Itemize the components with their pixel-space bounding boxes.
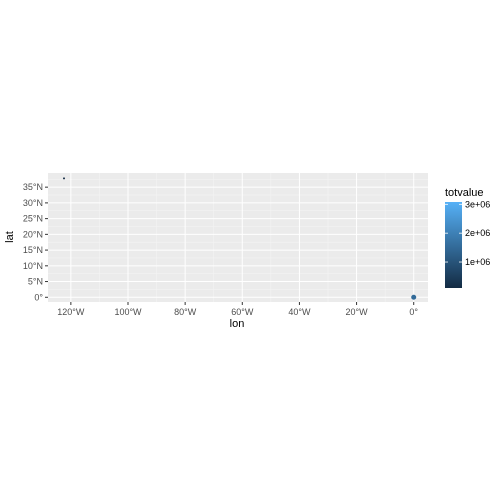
data-point (411, 295, 416, 300)
data-point (63, 177, 65, 179)
y-tick-label: 20°N (23, 229, 43, 239)
y-axis-title: lat (4, 231, 16, 243)
y-tick-label: 10°N (23, 261, 43, 271)
legend-tick-label: 3e+06 (465, 199, 490, 209)
x-axis: 120°W 100°W 80°W 60°W 40°W 20°W 0° (57, 302, 418, 317)
x-axis-title: lon (230, 318, 245, 330)
legend: totvalue 1e+06 2e+06 3e+06 (445, 187, 490, 288)
y-tick-label: 25°N (23, 214, 43, 224)
legend-colorbar (445, 202, 462, 288)
y-tick-label: 30°N (23, 198, 43, 208)
x-tick-label: 100°W (114, 307, 142, 317)
panel-background (48, 173, 428, 302)
y-tick-label: 5°N (28, 277, 43, 287)
x-tick-label: 60°W (231, 307, 254, 317)
x-tick-label: 40°W (288, 307, 311, 317)
y-axis: 0° 5°N 10°N 15°N 20°N 25°N 30°N 35°N (23, 182, 48, 302)
x-tick-label: 120°W (57, 307, 85, 317)
legend-tick-label: 1e+06 (465, 257, 490, 267)
x-tick-label: 20°W (346, 307, 369, 317)
x-tick-label: 0° (409, 307, 418, 317)
legend-tick-label: 2e+06 (465, 228, 490, 238)
y-tick-label: 15°N (23, 245, 43, 255)
legend-title: totvalue (445, 187, 484, 199)
y-tick-label: 0° (34, 292, 43, 302)
x-tick-label: 80°W (174, 307, 197, 317)
y-tick-label: 35°N (23, 182, 43, 192)
